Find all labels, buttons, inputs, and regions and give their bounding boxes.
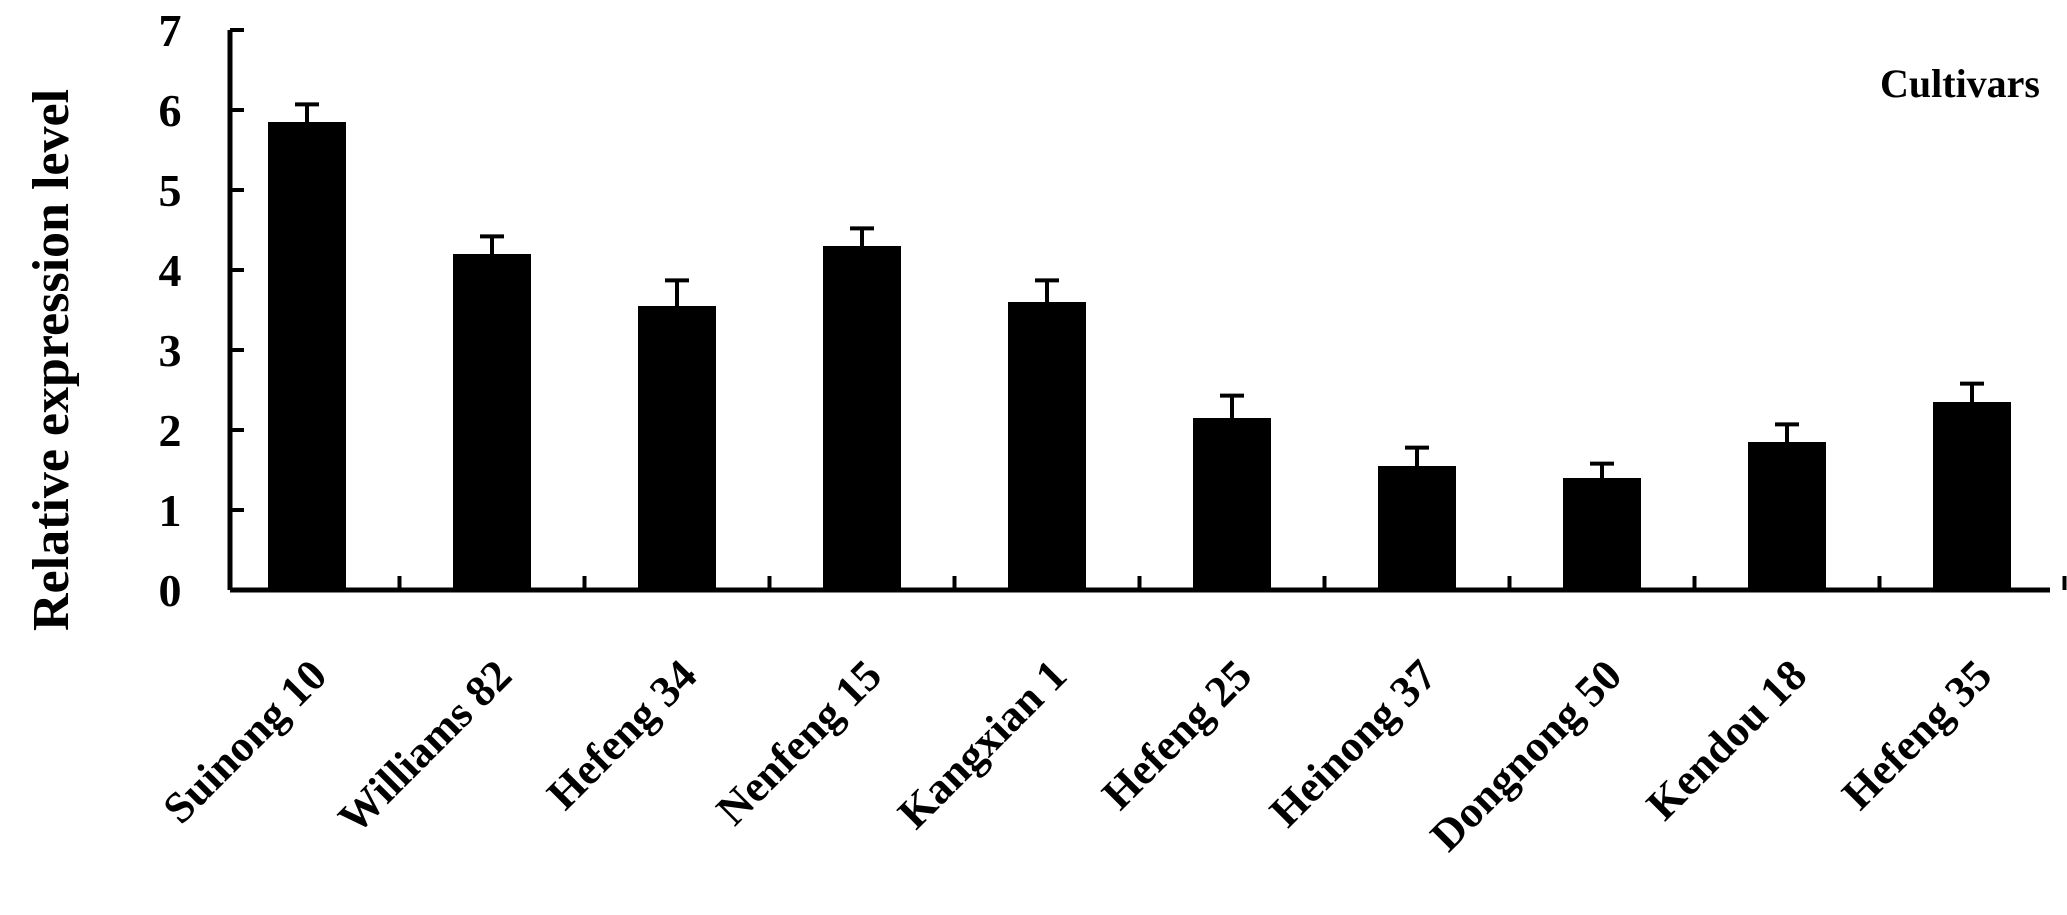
error-bar: [295, 102, 319, 122]
x-tick-label: Suinong 10: [154, 650, 337, 833]
y-axis-label: Relative expression level: [23, 89, 80, 631]
x-tick-label: Kendou 18: [1637, 650, 1816, 829]
bar: [1933, 402, 2011, 590]
bar: [1008, 302, 1086, 590]
y-tick-label: 1: [159, 485, 182, 536]
error-bar: [1405, 445, 1429, 466]
error-bar: [1960, 381, 1984, 402]
y-tick-label: 3: [159, 325, 182, 376]
error-bar: [1590, 461, 1614, 478]
x-tick-label: Williams 82: [329, 650, 521, 842]
error-bar: [665, 278, 689, 306]
y-tick-label: 2: [159, 405, 182, 456]
x-tick-label: Dongnong 50: [1421, 650, 1631, 860]
error-bar: [1220, 393, 1244, 418]
bar: [1748, 442, 1826, 590]
x-tick-label: Hefeng 25: [1092, 650, 1261, 819]
bar: [1378, 466, 1456, 590]
error-bars: [295, 102, 1984, 478]
bar: [453, 254, 531, 590]
bar: [638, 306, 716, 590]
y-ticks: 0 1 2 3 4 5 6 7: [159, 5, 244, 616]
y-tick-label: 4: [159, 245, 182, 296]
x-tick-label: Nenfeng 15: [707, 650, 891, 834]
error-bar: [1035, 278, 1059, 302]
bar: [1193, 418, 1271, 590]
bar: [268, 122, 346, 590]
y-tick-label: 7: [159, 5, 182, 56]
y-tick-label: 6: [159, 85, 182, 136]
bar: [823, 246, 901, 590]
y-tick-label: 0: [159, 565, 182, 616]
x-tick-label: Heinong 37: [1260, 650, 1446, 836]
error-bar: [480, 234, 504, 254]
x-tick-label: Hefeng 34: [537, 650, 706, 819]
error-bar: [1775, 422, 1799, 442]
y-tick-label: 5: [159, 165, 182, 216]
error-bar: [850, 226, 874, 246]
x-tick-label: Hefeng 35: [1832, 650, 2001, 819]
chart-annotation: Cultivars: [1880, 61, 2040, 106]
x-tick-label: Kangxian 1: [888, 650, 1076, 838]
axes: [227, 30, 2067, 593]
bars: [268, 122, 2011, 590]
bar: [1563, 478, 1641, 590]
